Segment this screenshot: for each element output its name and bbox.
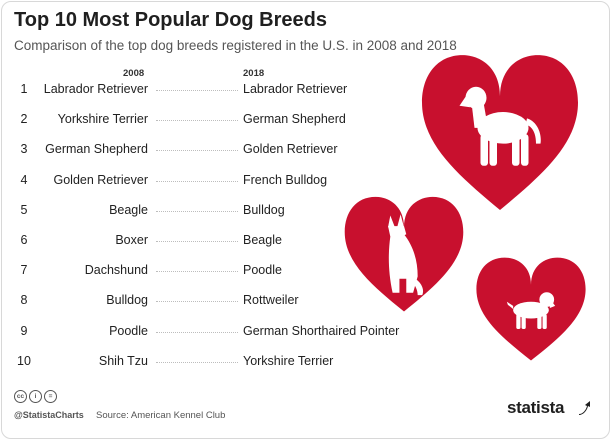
rank-number: 3 [20,142,28,157]
row-leader-line [156,120,238,122]
row-leader-line [156,361,238,363]
breed-2018: Labrador Retriever [243,82,348,96]
rank-number: 6 [20,233,28,247]
row-leader-line [156,241,238,242]
chart-subtitle: Comparison of the top dog breeds registe… [14,38,457,53]
breed-2018: Rottweiler [243,293,299,308]
breed-2018: Beagle [243,233,282,247]
rank-number: 8 [20,293,28,308]
heart-retriever-icon [422,55,578,210]
row-leader-line [156,180,238,182]
heart-bulldog-icon [476,257,586,361]
license-icons: cc i = [14,390,57,403]
breed-2008: Boxer [115,233,148,247]
cc-icon: cc [14,390,27,403]
rank-number: 10 [17,353,31,368]
rank-number: 4 [20,172,28,187]
rank-number: 5 [20,202,28,217]
breed-2018: Poodle [243,263,282,278]
breed-2008: Yorkshire Terrier [57,112,148,127]
column-header-2008: 2008 [123,68,145,79]
brand-logo: statista [507,398,565,417]
row-leader-line [156,271,238,273]
breed-2008: Bulldog [106,293,148,308]
row-leader-line [156,331,238,333]
breed-2018: Golden Retriever [243,142,338,157]
source-note: Source: American Kennel Club [96,410,226,421]
rank-number: 7 [20,263,28,278]
nd-icon: = [44,390,57,403]
row-leader-line [156,90,238,91]
rank-number: 9 [20,323,28,338]
statista-mark-icon [579,401,590,415]
breed-2008: Labrador Retriever [43,82,148,96]
breed-2018: German Shepherd [243,112,346,127]
breed-2018: German Shorthaired Pointer [243,323,400,338]
by-icon: i [29,390,42,403]
breed-2018: French Bulldog [243,172,328,187]
column-header-2018: 2018 [243,68,265,79]
rank-number: 2 [20,112,28,127]
breed-2008: Shih Tzu [98,353,148,368]
row-leader-line [156,301,238,303]
row-leader-line [156,210,238,212]
rank-number: 1 [20,82,28,96]
heart-shepherd-icon [344,196,464,312]
breed-2018: Bulldog [243,202,285,217]
social-handle: @StatistaCharts [14,410,84,420]
breed-2008: Golden Retriever [53,172,149,187]
breed-2008: Beagle [109,202,148,217]
chart-title: Top 10 Most Popular Dog Breeds [14,9,327,31]
breed-2018: Yorkshire Terrier [243,353,334,368]
breed-2008: Poodle [109,323,148,338]
breed-2008: Dachshund [84,263,148,278]
breed-2008: German Shepherd [45,142,148,157]
row-leader-line [156,150,238,152]
